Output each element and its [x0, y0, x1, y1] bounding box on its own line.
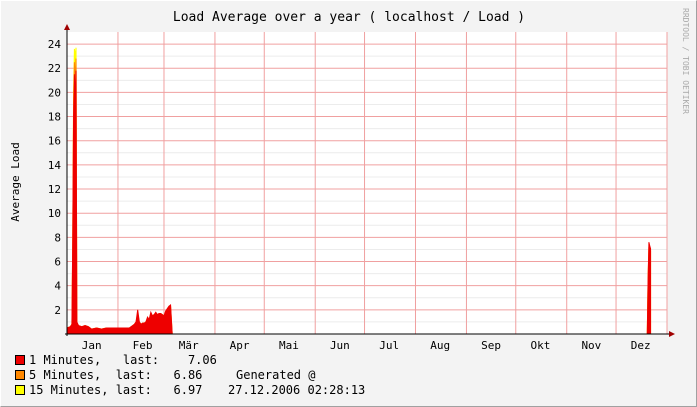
legend-label-5min: 5 Minutes, last: 6.86	[29, 368, 203, 382]
x-tick-label: Nov	[581, 339, 601, 352]
legend-item-15min: 15 Minutes, last: 6.97	[15, 383, 202, 397]
series-areas	[66, 47, 652, 335]
generated-label: Generated @	[236, 368, 316, 382]
x-tick-label: Jul	[379, 339, 399, 352]
y-tick-label: 24	[48, 38, 62, 51]
x-tick-label: Jan	[82, 339, 102, 352]
y-tick-label: 14	[48, 159, 62, 172]
x-axis-arrow	[669, 331, 675, 337]
legend-swatch-1min	[15, 355, 25, 365]
y-axis-label: Average Load	[9, 142, 22, 221]
y-tick-label: 6	[54, 256, 61, 269]
chart-title: Load Average over a year ( localhost / L…	[173, 10, 525, 25]
x-tick-label: Sep	[481, 339, 501, 352]
series-area-1-minutes	[66, 70, 652, 335]
legend-item-5min: 5 Minutes, last: 6.86	[15, 368, 202, 382]
y-tick-label: 20	[48, 86, 61, 99]
y-tick-label: 2	[54, 304, 61, 317]
x-tick-label: Feb	[133, 339, 153, 352]
legend-swatch-15min	[15, 385, 25, 395]
legend-swatch-5min	[15, 370, 25, 380]
legend-label-1min: 1 Minutes, last: 7.06	[29, 353, 217, 367]
y-tick-label: 18	[48, 111, 61, 124]
x-tick-label: Dez	[631, 339, 651, 352]
x-tick-label: Aug	[430, 339, 450, 352]
y-axis-arrow	[64, 24, 70, 30]
legend-label-15min: 15 Minutes, last: 6.97	[29, 383, 203, 397]
y-tick-label: 12	[48, 183, 61, 196]
x-tick-label: Jun	[330, 339, 350, 352]
y-tick-label: 16	[48, 135, 61, 148]
x-tick-label: Okt	[530, 339, 550, 352]
y-tick-label: 4	[54, 280, 61, 293]
axes	[64, 24, 675, 337]
rrdtool-watermark: RRDTOOL / TOBI OETIKER	[681, 8, 690, 114]
x-tick-label: Mär	[179, 339, 199, 352]
y-tick-label: 8	[54, 231, 61, 244]
x-tick-label: Mai	[279, 339, 299, 352]
x-tick-label: Apr	[230, 339, 250, 352]
y-tick-label: 22	[48, 62, 61, 75]
generated-timestamp: 27.12.2006 02:28:13	[228, 383, 366, 397]
plot-background	[67, 32, 667, 334]
legend-item-1min: 1 Minutes, last: 7.06	[15, 353, 217, 367]
y-tick-label: 10	[48, 207, 61, 220]
